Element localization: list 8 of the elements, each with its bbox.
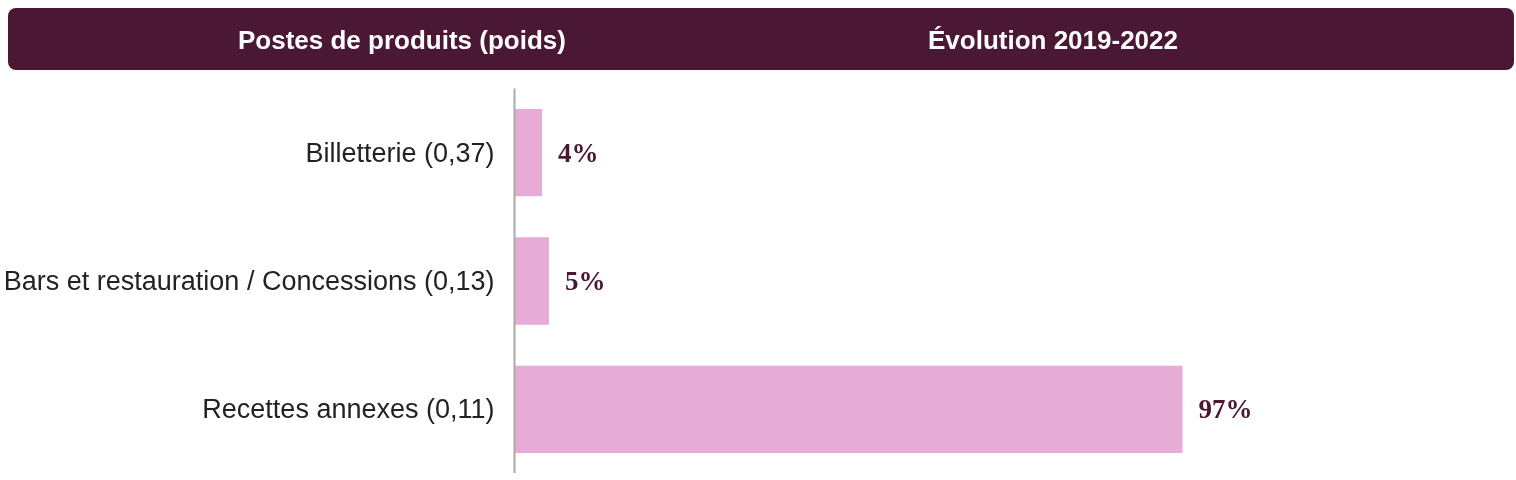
y-tick-label: Bars et restauration / Concessions (0,13)	[3, 266, 495, 296]
text: Postes de produits (poids)	[238, 24, 566, 57]
data-label: 97%	[1198, 394, 1253, 425]
data-label: 4%	[558, 137, 599, 168]
y-tick-label: Billetterie (0,37)	[305, 137, 495, 168]
text: Évolution 2019-2022	[928, 24, 1178, 57]
y-tick-label: Recettes annexes (0,11)	[202, 394, 495, 425]
data-label: 5%	[564, 266, 606, 296]
